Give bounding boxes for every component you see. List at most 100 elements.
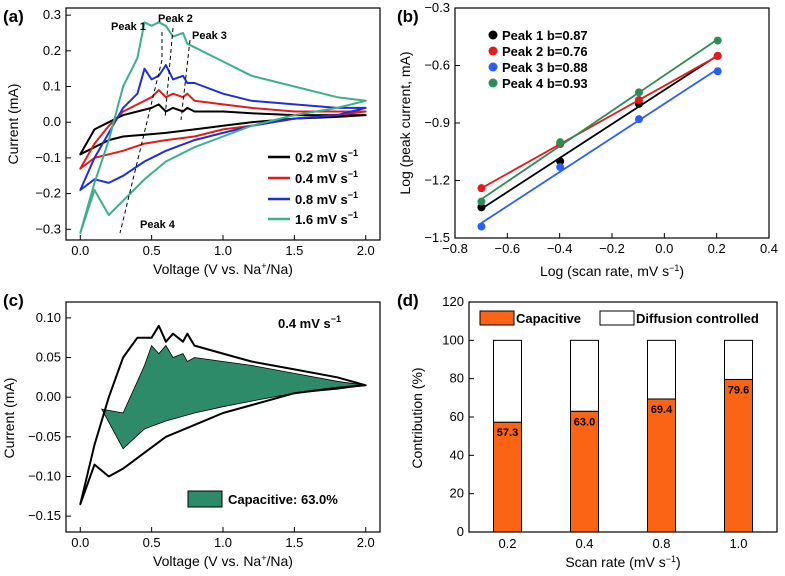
cv-curve-0 <box>79 103 367 156</box>
panel-a-ytick-label: 0.1 <box>43 79 61 94</box>
panel-a-legend: 0.2 mV s−1 0.4 mV s−1 0.8 mV s−1 1.6 mV … <box>268 148 358 227</box>
point-peak4 <box>556 138 565 147</box>
panel-c-legend-swatch <box>187 490 223 508</box>
point-peak4 <box>477 197 486 206</box>
panel-d-ytick-label: 0 <box>457 524 464 539</box>
panel-b-xtick-label: 0.0 <box>655 241 673 256</box>
legend-marker-peak2 <box>488 46 498 56</box>
bar-capacitive <box>570 410 599 533</box>
panel-b-label: (b) <box>397 7 419 26</box>
panel-b-xtick-label: −0.8 <box>442 241 468 256</box>
bar-diffusion <box>724 339 753 380</box>
panel-d-ylabel: Contribution (%) <box>409 367 425 468</box>
point-peak2 <box>713 51 722 60</box>
panel-c-xtick-label: 2.0 <box>357 535 375 550</box>
bar-data-label: 79.6 <box>728 384 749 396</box>
panel-b-xlabel: Log (scan rate, mV s−1) <box>540 263 684 279</box>
point-peak3 <box>634 115 643 124</box>
legend-marker-peak4 <box>488 78 498 88</box>
point-peak4 <box>634 88 643 97</box>
panel-a-ytick-label: −0.2 <box>35 186 61 201</box>
legend-peak3: Peak 3 b=0.88 <box>502 60 588 75</box>
fit-line-peak3 <box>480 68 719 224</box>
panel-d-ytick-label: 100 <box>442 332 464 347</box>
legend-1.6: 1.6 mV s−1 <box>295 210 358 227</box>
panel-c-xtick-label: 1.5 <box>285 535 303 550</box>
legend-0.4: 0.4 mV s−1 <box>295 169 358 186</box>
panel-d-ytick-label: 80 <box>450 371 464 386</box>
panel-a-ytick-label: −0.1 <box>35 150 61 165</box>
panel-d-label: (d) <box>397 291 419 310</box>
peak2-dash <box>164 27 174 119</box>
panel-a-xtick-label: 1.5 <box>285 243 303 258</box>
panel-a-series <box>79 21 367 234</box>
bar-diffusion <box>493 339 522 423</box>
total-cv-curve <box>79 324 367 506</box>
panel-b-xtick-label: 0.2 <box>708 241 726 256</box>
panel-c-ytick-label: 0.10 <box>36 310 61 325</box>
panel-c-xtick-label: 1.0 <box>214 535 232 550</box>
panel-b-xtick-label: −0.4 <box>547 241 573 256</box>
peak3-label: Peak 3 <box>192 30 227 42</box>
panel-c-ytick-label: 0.00 <box>36 389 61 404</box>
panel-c-ticks: 0.0 0.5 1.0 1.5 2.0 −0.15 −0.10 −0.05 0.00 0.05 0.… <box>28 310 375 550</box>
legend-peak1: Peak 1 b=0.87 <box>502 28 588 43</box>
panel-c-series <box>79 324 367 506</box>
panel-b-ytick-label: −0.3 <box>424 0 450 15</box>
panel-d-series: 57.3 63.0 69.4 79.6 <box>493 339 753 533</box>
bar-capacitive <box>493 421 522 533</box>
panel-c-annotation: 0.4 mV s−1 <box>278 314 341 331</box>
panel-a-xtick-label: 2.0 <box>357 243 375 258</box>
panel-b-xtick-label: −0.6 <box>494 241 520 256</box>
panel-b-legend: Peak 1 b=0.87 Peak 2 b=0.76 Peak 3 b=0.8… <box>488 28 588 91</box>
panel-b-ylabel: Log (peak current, mA) <box>397 51 413 194</box>
legend-peak2: Peak 2 b=0.76 <box>502 44 588 59</box>
point-peak3 <box>477 222 486 231</box>
panel-b-ytick-label: −1.5 <box>424 230 450 245</box>
panel-d-xtick-label: 0.4 <box>575 536 593 551</box>
bar-diffusion <box>647 339 676 400</box>
panel-a: (a) 0.0 0.5 1.0 1.5 2.0 −0.3 −0.2 −0.1 0.0 0.1 0.2… <box>3 7 381 277</box>
panel-a-ytick-label: 0.2 <box>43 43 61 58</box>
panel-b-xtick-label: −0.2 <box>599 241 625 256</box>
panel-d-xtick-label: 0.8 <box>652 536 670 551</box>
peak1-label: Peak 1 <box>111 21 146 33</box>
panel-b-ytick-label: −0.9 <box>424 115 450 130</box>
legend-marker-peak1 <box>488 30 498 40</box>
point-peak2 <box>477 184 486 193</box>
bar-data-label: 63.0 <box>574 416 595 428</box>
panel-c-ytick-label: −0.10 <box>28 468 61 483</box>
fit-line-peak4 <box>480 38 719 200</box>
panel-a-xtick-label: 0.0 <box>71 243 89 258</box>
panel-a-xlabel: Voltage (V vs. Na+/Na) <box>153 261 293 277</box>
panel-a-xtick-label: 1.0 <box>214 243 232 258</box>
peak4-dash <box>119 59 163 234</box>
panel-c-ytick-label: −0.05 <box>28 429 61 444</box>
panel-c-xtick-label: 0.0 <box>71 535 89 550</box>
peak4-label: Peak 4 <box>140 219 176 231</box>
panel-d-ytick-label: 40 <box>450 447 464 462</box>
legend-0.2: 0.2 mV s−1 <box>295 148 358 165</box>
fit-line-peak1 <box>480 54 719 210</box>
panel-d-xlabel: Scan rate (mV s−1) <box>565 554 680 570</box>
panel-a-ylabel: Current (mA) <box>5 84 21 165</box>
cv-curve-1 <box>79 89 367 170</box>
panel-d-ytick-label: 20 <box>450 486 464 501</box>
panel-a-ytick-label: 0.0 <box>43 114 61 129</box>
cv-curve-3 <box>79 21 367 234</box>
cv-curve-2 <box>79 64 367 191</box>
panel-a-ytick-label: 0.3 <box>43 7 61 22</box>
panel-a-ticks: 0.0 0.5 1.0 1.5 2.0 −0.3 −0.2 −0.1 0.0 0.1 0.2 0.3 <box>35 7 374 258</box>
panel-a-xtick-label: 0.5 <box>143 243 161 258</box>
bar-data-label: 69.4 <box>651 404 673 416</box>
panel-b: (b) −0.8 −0.6 −0.4 −0.2 0.0 0.2 0.4−1.5−1.2−0.… <box>397 0 778 279</box>
panel-c-ytick-label: 0.05 <box>36 350 61 365</box>
legend-peak4: Peak 4 b=0.93 <box>502 76 588 91</box>
point-peak2 <box>634 96 643 104</box>
panel-a-label: (a) <box>3 7 24 26</box>
panel-d-xtick-label: 1.0 <box>729 536 747 551</box>
peak2-label: Peak 2 <box>158 13 193 25</box>
capacitive-area <box>100 344 366 450</box>
panel-b-ticks: −0.8 −0.6 −0.4 −0.2 0.0 0.2 0.4 −1.5 −1.2 −0.9 −0.… <box>424 0 778 256</box>
